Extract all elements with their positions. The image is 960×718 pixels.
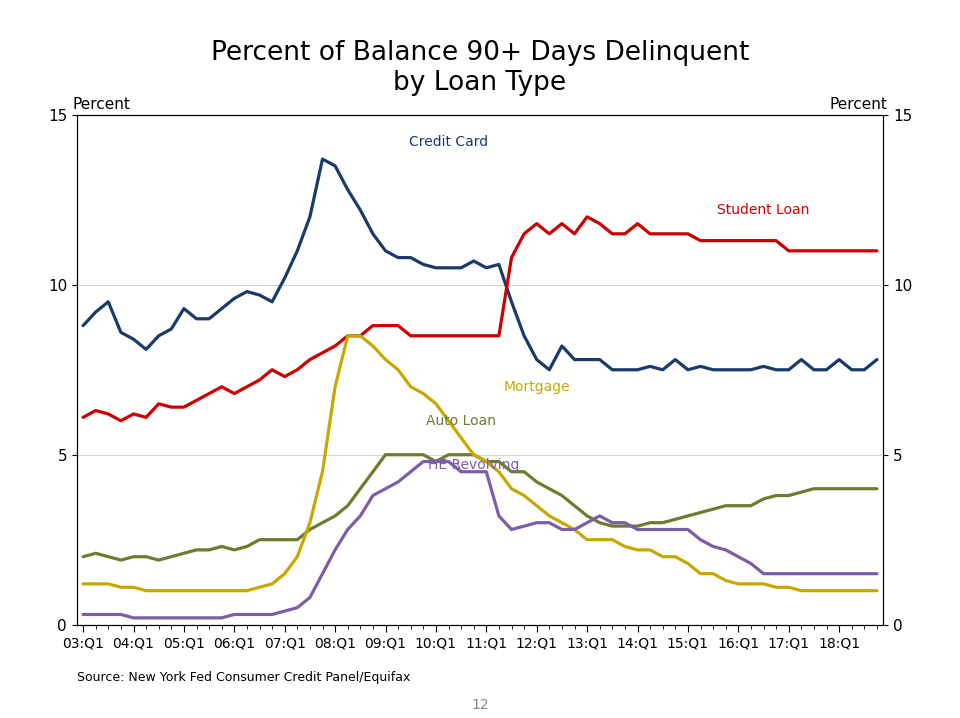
Text: Percent: Percent	[829, 98, 887, 112]
Text: Credit Card: Credit Card	[409, 135, 488, 149]
Title: Percent of Balance 90+ Days Delinquent
by Loan Type: Percent of Balance 90+ Days Delinquent b…	[211, 40, 749, 96]
Text: Auto Loan: Auto Loan	[426, 414, 496, 427]
Text: Student Loan: Student Loan	[717, 203, 809, 217]
Text: 12: 12	[471, 699, 489, 712]
Text: Percent: Percent	[73, 98, 131, 112]
Text: HE Revolving: HE Revolving	[428, 458, 519, 472]
Text: Source: New York Fed Consumer Credit Panel/Equifax: Source: New York Fed Consumer Credit Pan…	[77, 671, 410, 684]
Text: Mortgage: Mortgage	[503, 380, 570, 393]
